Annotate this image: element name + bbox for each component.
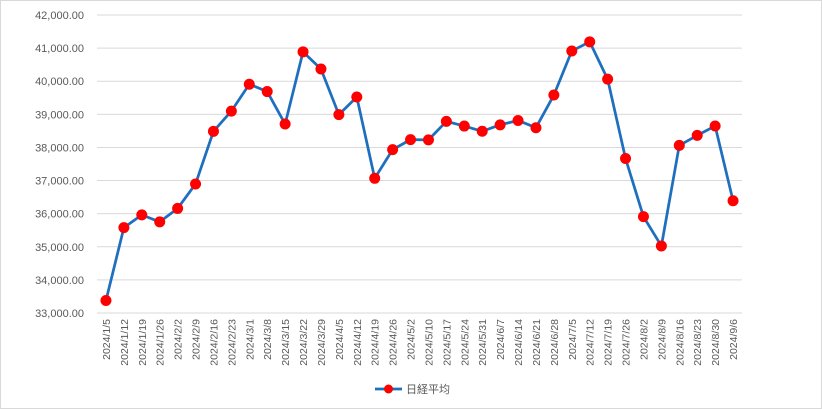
x-tick-label: 2024/1/26 bbox=[155, 319, 167, 366]
data-point bbox=[315, 63, 327, 75]
x-tick-label: 2024/5/2 bbox=[406, 319, 418, 360]
data-point bbox=[673, 139, 685, 151]
data-point bbox=[207, 125, 219, 137]
y-tick-label: 41,000.00 bbox=[35, 43, 84, 55]
x-tick-label: 2024/2/16 bbox=[208, 319, 220, 366]
data-point bbox=[100, 295, 112, 307]
gridlines bbox=[97, 14, 742, 314]
data-point bbox=[261, 86, 273, 98]
data-point bbox=[351, 91, 363, 103]
x-tick-label: 2024/1/5 bbox=[101, 319, 113, 360]
x-tick-label: 2024/2/23 bbox=[226, 319, 238, 366]
x-tick-label: 2024/6/28 bbox=[549, 319, 561, 366]
x-axis-tick-labels: 2024/1/5 2024/1/12 2024/1/19 2024/1/26 2024/… bbox=[101, 319, 740, 366]
data-point bbox=[691, 129, 703, 141]
x-tick-label: 2024/2/9 bbox=[191, 319, 203, 360]
data-point bbox=[136, 209, 148, 221]
data-point bbox=[154, 216, 166, 228]
data-point bbox=[405, 134, 417, 146]
x-tick-label: 2024/3/22 bbox=[298, 319, 310, 366]
x-tick-label: 2024/8/2 bbox=[638, 319, 650, 360]
x-tick-label: 2024/7/12 bbox=[585, 319, 597, 366]
x-tick-label: 2024/5/17 bbox=[441, 319, 453, 366]
data-point bbox=[584, 36, 596, 48]
data-point bbox=[387, 144, 399, 156]
data-point bbox=[512, 114, 524, 126]
y-tick-label: 37,000.00 bbox=[35, 176, 84, 188]
x-tick-label: 2024/6/14 bbox=[513, 319, 525, 366]
y-tick-label: 33,000.00 bbox=[35, 308, 84, 320]
x-tick-label: 2024/3/15 bbox=[280, 319, 292, 366]
data-point bbox=[440, 115, 452, 127]
x-tick-label: 2024/6/21 bbox=[531, 319, 543, 366]
data-point bbox=[172, 202, 184, 214]
x-tick-label: 2024/6/7 bbox=[495, 319, 507, 360]
y-tick-label: 40,000.00 bbox=[35, 76, 84, 88]
data-point bbox=[637, 211, 649, 223]
x-tick-label: 2024/8/9 bbox=[656, 319, 668, 360]
x-tick-label: 2024/8/23 bbox=[692, 319, 704, 366]
data-point bbox=[333, 109, 345, 121]
data-point bbox=[297, 46, 309, 58]
x-tick-label: 2024/7/26 bbox=[621, 319, 633, 366]
y-tick-label: 39,000.00 bbox=[35, 109, 84, 121]
x-tick-label: 2024/5/10 bbox=[423, 319, 435, 366]
data-point bbox=[279, 118, 291, 130]
x-tick-label: 2024/2/2 bbox=[173, 319, 185, 360]
series-layer bbox=[100, 36, 739, 307]
x-tick-label: 2024/1/19 bbox=[137, 319, 149, 366]
x-tick-label: 2024/5/24 bbox=[459, 319, 471, 366]
x-tick-label: 2024/8/30 bbox=[710, 319, 722, 366]
y-tick-label: 42,000.00 bbox=[35, 10, 84, 22]
y-tick-label: 38,000.00 bbox=[35, 142, 84, 154]
x-tick-label: 2024/7/19 bbox=[603, 319, 615, 366]
data-point bbox=[494, 119, 506, 131]
y-tick-label: 34,000.00 bbox=[35, 275, 84, 287]
legend-label: 日経平均 bbox=[406, 383, 450, 396]
x-tick-label: 2024/8/16 bbox=[674, 319, 686, 366]
x-tick-label: 2024/5/31 bbox=[477, 319, 489, 366]
x-tick-label: 2024/1/12 bbox=[119, 319, 131, 366]
x-tick-label: 2024/4/26 bbox=[388, 319, 400, 366]
series-line bbox=[104, 40, 735, 301]
x-tick-label: 2024/7/5 bbox=[567, 319, 579, 360]
y-tick-label: 35,000.00 bbox=[35, 242, 84, 254]
data-point bbox=[727, 195, 739, 207]
x-tick-label: 2024/4/5 bbox=[334, 319, 346, 360]
data-point bbox=[243, 78, 255, 90]
data-point bbox=[709, 120, 721, 132]
data-point bbox=[369, 172, 381, 184]
legend-marker-swatch bbox=[384, 384, 393, 394]
x-tick-label: 2024/4/19 bbox=[370, 319, 382, 366]
data-point bbox=[548, 89, 560, 101]
data-point bbox=[225, 105, 237, 117]
data-point bbox=[458, 120, 470, 132]
data-point bbox=[602, 73, 614, 85]
data-point bbox=[476, 125, 488, 137]
data-point bbox=[422, 134, 434, 146]
data-point bbox=[566, 45, 578, 57]
y-tick-label: 36,000.00 bbox=[35, 209, 84, 221]
x-tick-label: 2024/3/1 bbox=[244, 319, 256, 360]
x-tick-label: 2024/9/6 bbox=[728, 319, 740, 360]
y-axis-tick-labels: 33,000.00 34,000.00 35,000.00 36,000.00 37,0… bbox=[35, 10, 84, 320]
legend: 日経平均 bbox=[375, 383, 450, 396]
x-tick-label: 2024/3/29 bbox=[316, 319, 328, 366]
data-point bbox=[530, 122, 542, 134]
data-point bbox=[118, 222, 130, 234]
data-point bbox=[655, 240, 667, 252]
x-tick-label: 2024/3/8 bbox=[262, 319, 274, 360]
x-tick-label: 2024/4/12 bbox=[352, 319, 364, 366]
data-point bbox=[190, 178, 202, 190]
data-point bbox=[620, 152, 632, 164]
